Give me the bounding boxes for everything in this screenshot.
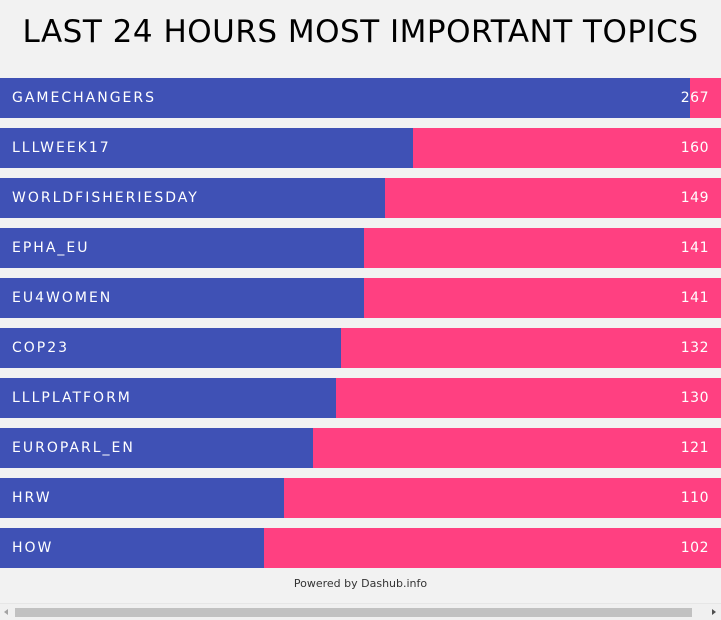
bar-label: COP23 bbox=[12, 340, 70, 356]
bar-fill bbox=[0, 428, 313, 468]
bar-row: HRW 110 bbox=[0, 478, 721, 518]
bar-fill bbox=[0, 78, 690, 118]
chart-title: LAST 24 HOURS MOST IMPORTANT TOPICS bbox=[22, 14, 699, 50]
bar-value: 141 bbox=[680, 290, 709, 306]
bar-value: 149 bbox=[680, 190, 709, 206]
bar-label: WORLDFISHERIESDAY bbox=[12, 190, 199, 206]
bar-value: 130 bbox=[680, 390, 709, 406]
bar-fill bbox=[0, 378, 336, 418]
scroll-left-arrow-icon[interactable] bbox=[4, 609, 8, 615]
bar-list: GAMECHANGERS 267 LLLWEEK17 160 WORLDFISHERIE… bbox=[0, 78, 721, 578]
bar-row: EU4WOMEN 141 bbox=[0, 278, 721, 318]
scroll-right-arrow-icon[interactable] bbox=[712, 609, 716, 615]
bar-fill bbox=[0, 128, 413, 168]
bar-fill bbox=[0, 178, 385, 218]
bar-row: EPHA_EU 141 bbox=[0, 228, 721, 268]
bar-label: HOW bbox=[12, 540, 54, 556]
bar-value: 132 bbox=[680, 340, 709, 356]
bar-value: 121 bbox=[680, 440, 709, 456]
bar-value: 102 bbox=[680, 540, 709, 556]
bar-value: 267 bbox=[680, 90, 709, 106]
bar-label: LLLPLATFORM bbox=[12, 390, 132, 406]
bar-fill bbox=[0, 478, 284, 518]
bar-label: LLLWEEK17 bbox=[12, 140, 111, 156]
bar-row: COP23 132 bbox=[0, 328, 721, 368]
bar-row: EUROPARL_EN 121 bbox=[0, 428, 721, 468]
bar-label: EPHA_EU bbox=[12, 240, 90, 256]
bar-fill bbox=[0, 328, 341, 368]
bar-row: GAMECHANGERS 267 bbox=[0, 78, 721, 118]
bar-row: WORLDFISHERIESDAY 149 bbox=[0, 178, 721, 218]
bar-label: HRW bbox=[12, 490, 52, 506]
bar-fill bbox=[0, 228, 364, 268]
bar-fill bbox=[0, 278, 364, 318]
bar-value: 110 bbox=[680, 490, 709, 506]
powered-by-footer[interactable]: Powered by Dashub.info bbox=[293, 577, 428, 590]
bar-value: 141 bbox=[680, 240, 709, 256]
scroll-thumb[interactable] bbox=[15, 608, 692, 617]
bar-value: 160 bbox=[680, 140, 709, 156]
bar-row: LLLPLATFORM 130 bbox=[0, 378, 721, 418]
bar-row: HOW 102 bbox=[0, 528, 721, 568]
horizontal-scrollbar[interactable] bbox=[0, 603, 721, 620]
bar-fill bbox=[0, 528, 264, 568]
bar-label: EU4WOMEN bbox=[12, 290, 113, 306]
bar-label: GAMECHANGERS bbox=[12, 90, 157, 106]
bar-row: LLLWEEK17 160 bbox=[0, 128, 721, 168]
bar-label: EUROPARL_EN bbox=[12, 440, 135, 456]
